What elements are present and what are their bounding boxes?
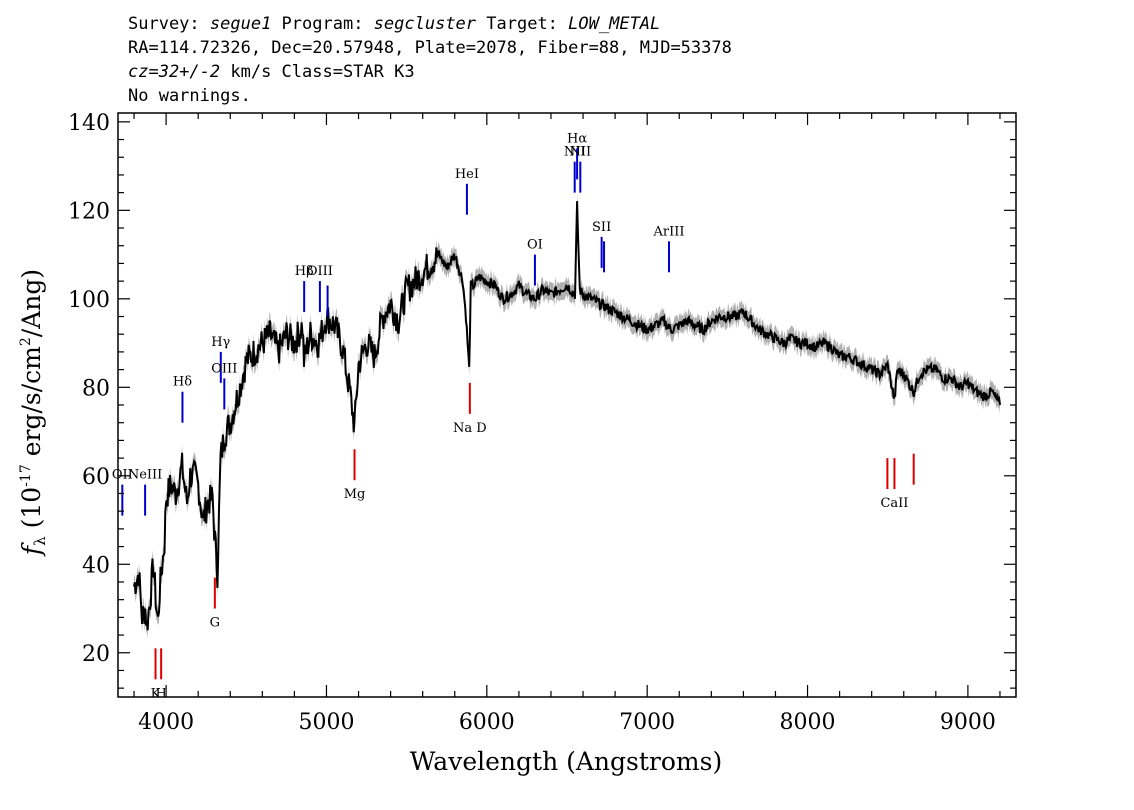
absorption-line-label: K — [151, 686, 161, 701]
y-label-f: f — [17, 542, 46, 557]
absorption-line-label: G — [210, 616, 220, 631]
program-value: segcluster — [373, 14, 477, 34]
emission-line-label: Hδ — [173, 375, 192, 390]
x-axis-label: Wavelength (Angstroms) — [410, 747, 722, 776]
emission-line-label: Hγ — [211, 335, 230, 350]
emission-line-label: ArIII — [652, 224, 684, 239]
plot-axes: 4000 5000 6000 7000 8000 9000 20 40 60 80 100 120 14… — [68, 111, 1017, 735]
header-line-1: Survey: segue1 Program: segcluster Targe… — [128, 14, 660, 34]
flux-error-band — [134, 192, 1000, 639]
x-tick-label: 9000 — [940, 710, 996, 735]
target-label: Target: — [476, 14, 569, 34]
absorption-line-label: CaII — [880, 496, 908, 511]
y-label-exp2: 2 — [18, 337, 34, 346]
y-tick-label: 40 — [82, 553, 110, 578]
y-tick-label: 60 — [82, 465, 110, 490]
y-label-part3: /Ang) — [17, 269, 46, 337]
emission-line-label: SII — [592, 220, 611, 235]
y-axis-label: fλ (10-17 erg/s/cm2/Ang) — [17, 269, 49, 557]
emission-line-label: OIII — [307, 264, 333, 279]
emission-line-label: NeIII — [128, 468, 162, 483]
target-value: LOW_METAL — [568, 14, 661, 34]
y-tick-label: 20 — [82, 642, 110, 667]
emission-line-label: OIII — [211, 361, 237, 376]
program-label: Program: — [271, 14, 374, 34]
y-tick-label: 120 — [68, 199, 110, 224]
emission-line-label: OII — [112, 468, 133, 483]
emission-line-label: NII — [569, 145, 591, 160]
x-tick-label: 8000 — [780, 710, 836, 735]
survey-label: Survey: — [128, 14, 210, 34]
absorption-line-label: Na D — [453, 421, 487, 436]
y-tick-label: 80 — [82, 376, 110, 401]
absorption-line-label: Mg — [344, 487, 366, 502]
header-line-2: RA=114.72326, Dec=20.57948, Plate=2078, … — [128, 38, 732, 58]
y-label-sub: λ — [31, 536, 49, 546]
redshift-value: cz=32+/-2 — [128, 62, 221, 82]
y-label-part2: erg/s/cm — [17, 346, 46, 464]
class-text: km/s Class=STAR K3 — [220, 62, 415, 82]
x-tick-label: 6000 — [459, 710, 515, 735]
emission-line-label: OI — [527, 238, 543, 253]
absorption-line-label: H — [155, 686, 166, 701]
x-tick-label: 4000 — [138, 710, 194, 735]
plot-frame — [117, 112, 1017, 698]
spectrum-line — [133, 201, 1001, 631]
emission-line-label: Hβ — [295, 264, 314, 279]
x-tick-label: 7000 — [619, 710, 675, 735]
y-tick-label: 100 — [68, 288, 110, 313]
x-tick-label: 5000 — [298, 710, 354, 735]
y-label-part1: (10 — [17, 487, 46, 537]
emission-line-label: HeI — [455, 167, 479, 182]
flux-line — [133, 201, 1001, 631]
y-label-exp: -17 — [18, 464, 34, 487]
survey-value: segue1 — [209, 14, 272, 34]
header-line-3: cz=32+/-2 km/s Class=STAR K3 — [128, 62, 415, 82]
header-line-4: No warnings. — [128, 86, 251, 106]
error-band — [134, 192, 1000, 639]
y-tick-label: 140 — [68, 111, 110, 136]
emission-line-label: NII — [564, 145, 586, 160]
emission-line-label: Hα — [567, 131, 587, 146]
